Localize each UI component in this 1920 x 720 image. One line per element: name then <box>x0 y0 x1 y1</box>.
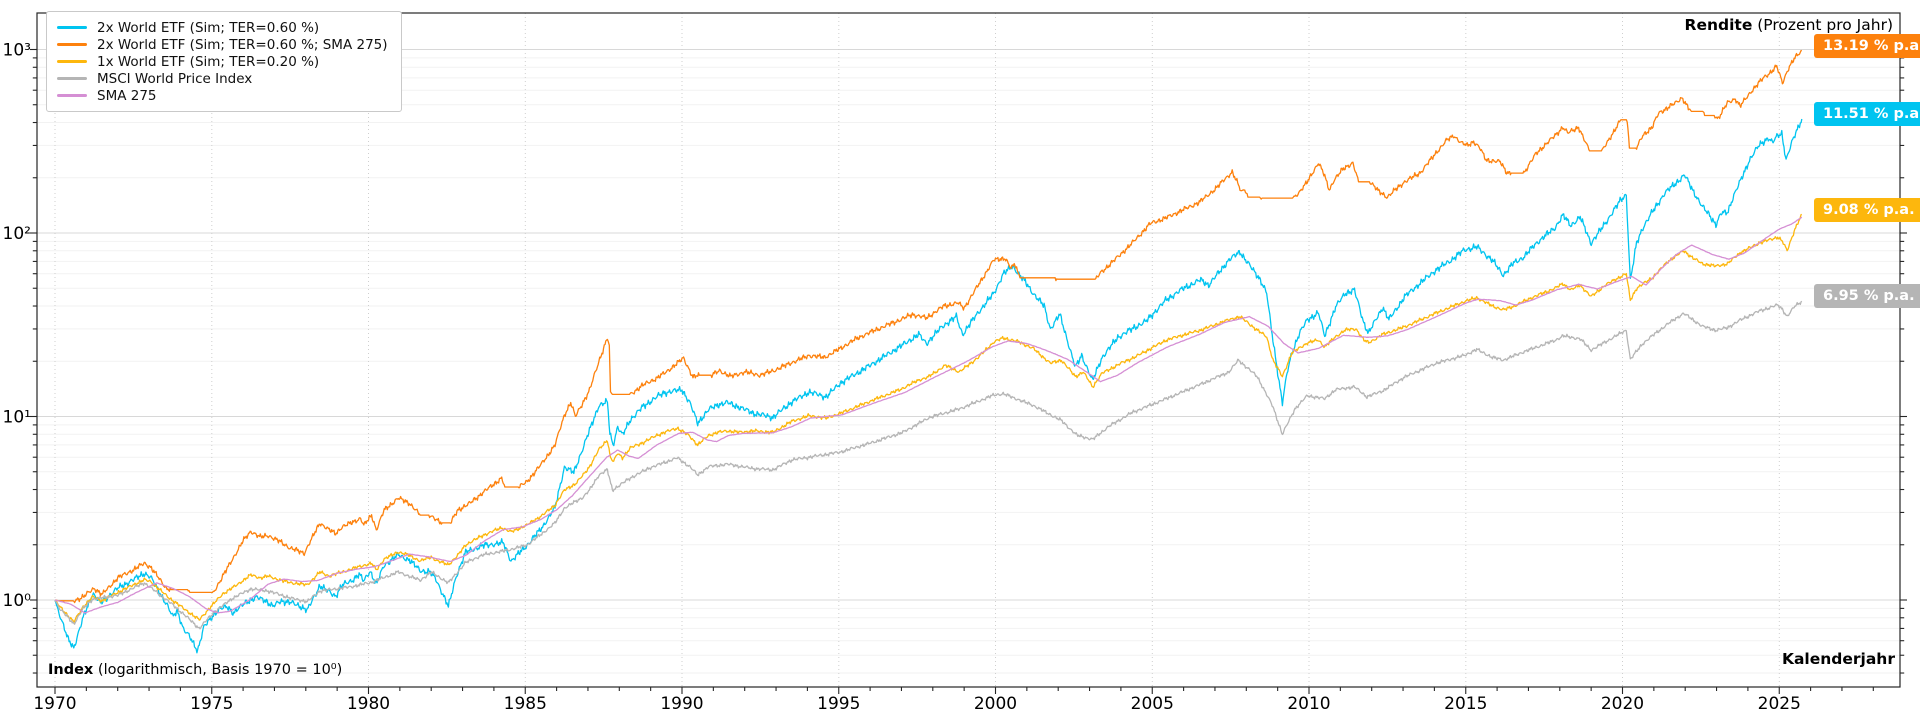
legend-label-etf2xsma: 2x World ETF (Sim; TER=0.60 %; SMA 275) <box>97 36 388 53</box>
y-axis-title: Index (logarithmisch, Basis 1970 = 10⁰) <box>48 662 342 678</box>
y-tick-label-10e1: 10¹ <box>3 408 31 428</box>
series-line-etf2x <box>54 118 1803 654</box>
y-axis-title-rest: (logarithmisch, Basis 1970 = 10⁰) <box>93 662 343 678</box>
y-tick-label-10e2: 10² <box>3 224 31 244</box>
x-tick-label-1990: 1990 <box>660 694 703 714</box>
y-tick-label-10e3: 10³ <box>3 41 31 61</box>
legend-label-msci: MSCI World Price Index <box>97 70 253 87</box>
y2-axis-title-rest: (Prozent pro Jahr) <box>1752 16 1893 34</box>
axes <box>30 12 1907 694</box>
series-line-sma275 <box>54 216 1803 614</box>
gridlines <box>37 13 1900 687</box>
x-tick-label-1970: 1970 <box>33 694 76 714</box>
x-axis-title: Kalenderjahr <box>1781 650 1895 668</box>
legend-item-etf2x: 2x World ETF (Sim; TER=0.60 %) <box>57 19 388 36</box>
legend-swatch-sma275 <box>57 94 87 97</box>
legend-item-sma275: SMA 275 <box>57 87 388 104</box>
return-label-msci: 6.95 % p.a. <box>1814 284 1920 308</box>
x-tick-label-1995: 1995 <box>817 694 860 714</box>
legend-swatch-etf1x <box>57 60 87 63</box>
x-tick-label-1985: 1985 <box>504 694 547 714</box>
legend-item-etf2xsma: 2x World ETF (Sim; TER=0.60 %; SMA 275) <box>57 36 388 53</box>
series-lines <box>54 49 1803 654</box>
y-axis-title-bold: Index <box>48 662 94 678</box>
legend-swatch-etf2xsma <box>57 43 87 46</box>
legend-swatch-etf2x <box>57 26 87 29</box>
legend-label-sma275: SMA 275 <box>97 87 157 104</box>
x-tick-label-2020: 2020 <box>1601 694 1644 714</box>
x-tick-label-1980: 1980 <box>347 694 390 714</box>
x-tick-label-2010: 2010 <box>1287 694 1330 714</box>
legend-swatch-msci <box>57 77 87 80</box>
plot-border <box>36 12 1901 688</box>
x-tick-label-1975: 1975 <box>190 694 233 714</box>
return-label-etf1x: 9.08 % p.a. <box>1814 198 1920 222</box>
legend-item-msci: MSCI World Price Index <box>57 70 388 87</box>
x-tick-label-2015: 2015 <box>1444 694 1487 714</box>
y-tick-label-10e0: 10⁰ <box>3 591 32 611</box>
series-line-etf2xsma <box>54 49 1802 604</box>
x-tick-label-2025: 2025 <box>1758 694 1801 714</box>
legend-item-etf1x: 1x World ETF (Sim; TER=0.20 %) <box>57 53 388 70</box>
legend-label-etf1x: 1x World ETF (Sim; TER=0.20 %) <box>97 53 320 70</box>
legend: 2x World ETF (Sim; TER=0.60 %) 2x World E… <box>46 11 402 112</box>
legend-label-etf2x: 2x World ETF (Sim; TER=0.60 %) <box>97 19 320 36</box>
y2-axis-title-bold: Rendite <box>1684 16 1753 34</box>
x-tick-label-2000: 2000 <box>974 694 1017 714</box>
series-line-msci <box>54 300 1803 630</box>
tick-labels: 1970 1975 1980 1985 1990 1995 2000 2005 2010 2015… <box>3 41 1801 715</box>
y2-axis-title: Rendite (Prozent pro Jahr) <box>1685 16 1893 34</box>
return-label-etf2xsma: 13.19 % p.a. <box>1814 34 1920 58</box>
return-label-etf2x: 11.51 % p.a. <box>1814 102 1920 126</box>
x-tick-label-2005: 2005 <box>1131 694 1174 714</box>
